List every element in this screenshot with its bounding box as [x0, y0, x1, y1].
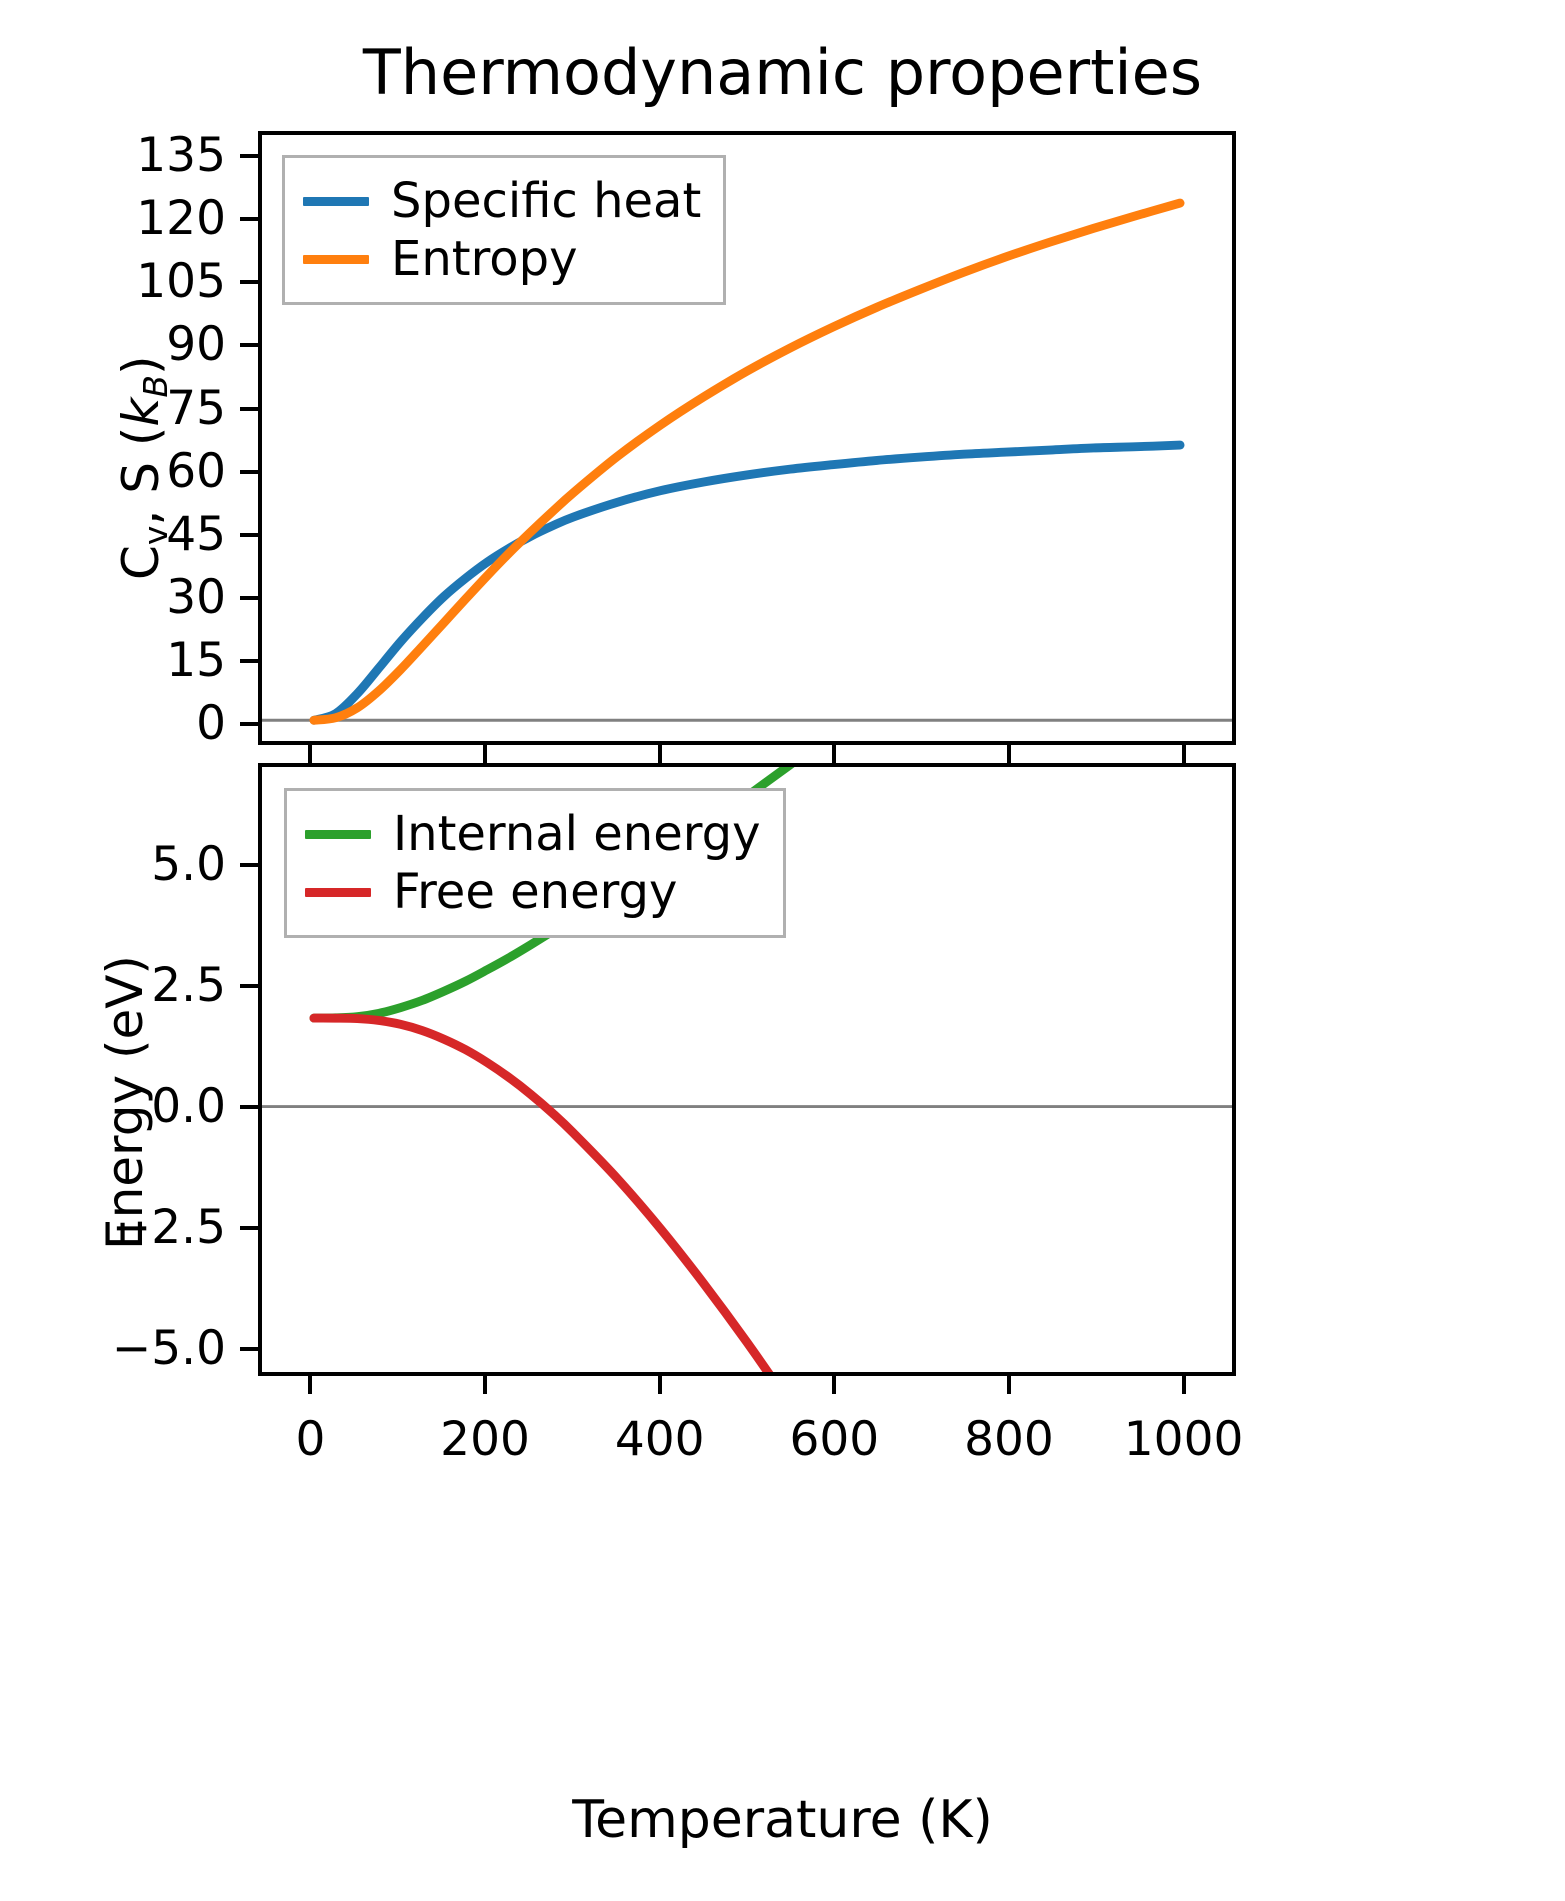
legend-swatch-entropy: [303, 254, 369, 264]
y-tick-mark: [240, 469, 258, 474]
x-tick-mark: [308, 1376, 313, 1394]
x-tick-label: 0: [295, 1412, 326, 1467]
x-tick-label: 800: [964, 1412, 1054, 1467]
legend-swatch-internal-energy: [305, 829, 371, 839]
y-title-rest: , S (kB): [112, 355, 176, 526]
y-tick-label: 120: [136, 191, 226, 247]
x-tick-label: 200: [440, 1412, 530, 1467]
legend-label-internal-energy: Internal energy: [393, 806, 761, 862]
y-tick-mark: [240, 1226, 258, 1231]
x-tick-mark: [657, 1376, 662, 1394]
x-tick-mark-top-panel: [657, 745, 662, 763]
y-tick-mark: [240, 532, 258, 537]
bottom-panel-y-axis-title: Energy (eV): [96, 955, 154, 1250]
y-title-cv: Cv: [112, 525, 176, 580]
legend-label-free-energy: Free energy: [393, 864, 678, 920]
y-tick-mark: [240, 154, 258, 159]
page-title: Thermodynamic properties: [362, 36, 1203, 109]
top-panel-plot-area: [262, 198, 1232, 725]
y-tick-mark: [240, 983, 258, 988]
y-tick-mark: [240, 280, 258, 285]
x-axis-title: Temperature (K): [572, 1790, 993, 1850]
y-tick-label: 105: [136, 254, 226, 310]
y-tick-label: 45: [166, 506, 226, 562]
y-tick-mark: [240, 721, 258, 726]
top-panel-legend: Specific heat Entropy: [282, 155, 727, 305]
series-line-entropy: [309, 198, 1185, 725]
legend-swatch-specific-heat: [303, 196, 369, 206]
y-tick-label: 75: [166, 380, 226, 436]
legend-item-specific-heat[interactable]: Specific heat: [303, 172, 701, 230]
y-tick-mark: [240, 343, 258, 348]
y-tick-mark: [240, 1347, 258, 1352]
legend-swatch-free-energy: [305, 887, 371, 897]
y-tick-label: −2.5: [111, 1200, 226, 1256]
y-tick-mark: [240, 862, 258, 867]
y-tick-mark: [240, 658, 258, 663]
x-tick-mark-top-panel: [308, 745, 313, 763]
x-tick-mark-top-panel: [483, 745, 488, 763]
y-tick-label: 5.0: [151, 836, 226, 892]
series-line-free-energy: [309, 1013, 774, 1372]
bottom-panel-legend: Internal energy Free energy: [284, 788, 786, 938]
y-tick-label: 2.5: [151, 957, 226, 1013]
x-tick-mark: [1181, 1376, 1186, 1394]
x-tick-label: 1000: [1123, 1412, 1244, 1467]
y-tick-label: 60: [166, 443, 226, 499]
legend-label-specific-heat: Specific heat: [391, 173, 702, 229]
y-tick-label: 0: [196, 695, 226, 751]
y-tick-mark: [240, 1105, 258, 1110]
x-tick-label: 600: [789, 1412, 880, 1467]
series-line-specific-heat: [309, 440, 1185, 725]
y-tick-mark: [240, 595, 258, 600]
legend-item-entropy[interactable]: Entropy: [303, 230, 701, 288]
y-tick-label: 30: [166, 569, 226, 625]
y-tick-label: 15: [166, 632, 226, 688]
x-tick-mark: [483, 1376, 488, 1394]
legend-item-internal-energy[interactable]: Internal energy: [305, 805, 761, 863]
x-tick-mark: [832, 1376, 837, 1394]
y-tick-label: 0.0: [151, 1079, 226, 1135]
y-tick-mark: [240, 217, 258, 222]
x-tick-mark-top-panel: [1006, 745, 1011, 763]
top-panel-y-axis-title: Cv, S (kB): [112, 355, 175, 580]
legend-item-free-energy[interactable]: Free energy: [305, 863, 761, 921]
y-tick-label: 90: [166, 317, 226, 373]
y-tick-label: 135: [136, 128, 226, 184]
x-tick-label: 400: [614, 1412, 705, 1467]
legend-label-entropy: Entropy: [391, 231, 578, 287]
x-tick-mark-top-panel: [1181, 745, 1186, 763]
y-tick-label: −5.0: [111, 1321, 226, 1377]
x-tick-mark: [1006, 1376, 1011, 1394]
y-tick-mark: [240, 406, 258, 411]
x-tick-mark-top-panel: [832, 745, 837, 763]
